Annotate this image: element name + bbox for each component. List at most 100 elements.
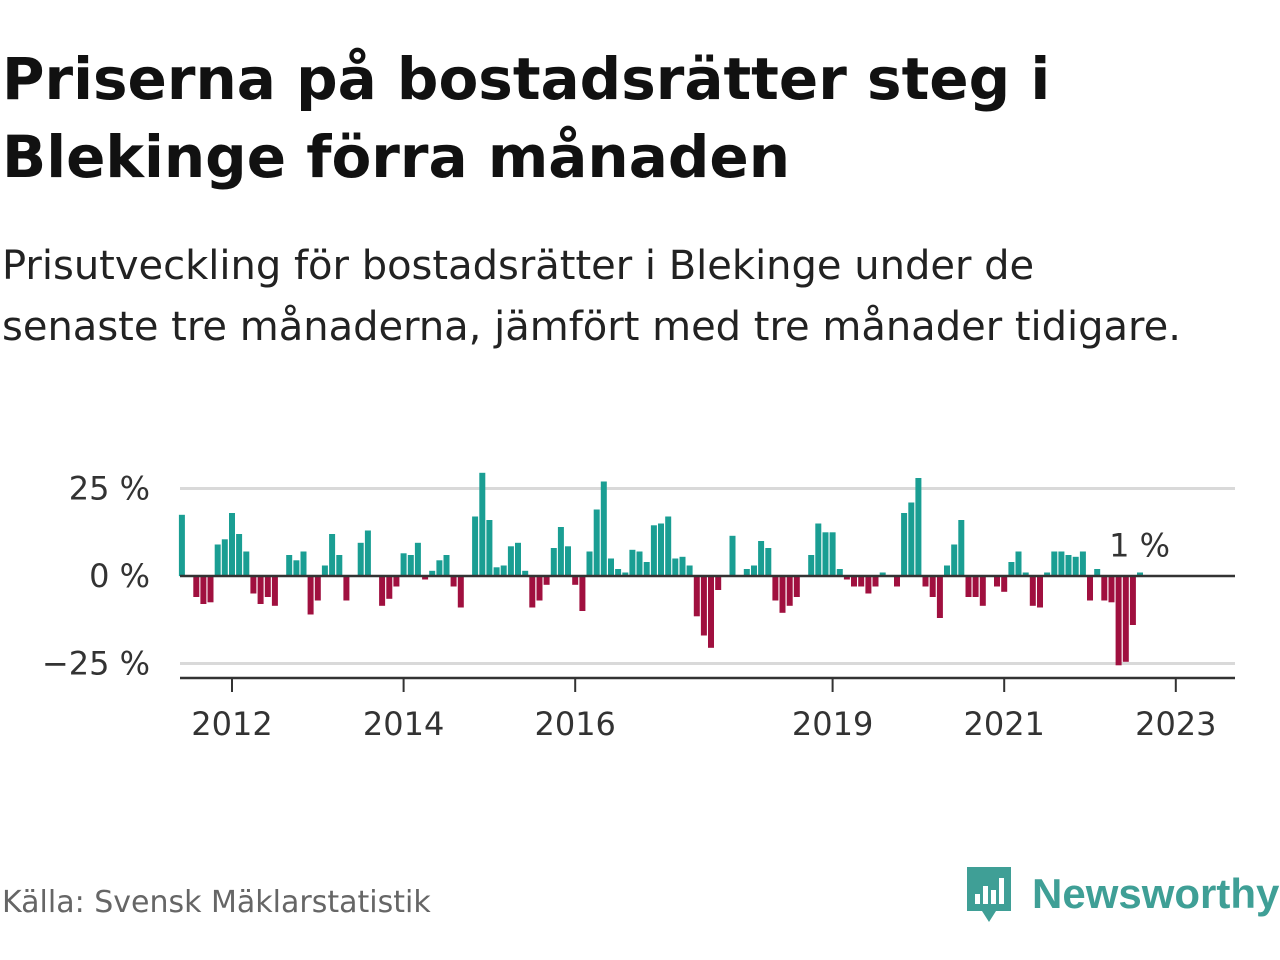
bar: [829, 532, 836, 577]
bar: [1087, 576, 1093, 601]
bar: [944, 565, 950, 576]
bar: [851, 576, 857, 587]
bar: [393, 576, 400, 587]
bar: [386, 576, 393, 599]
bar: [922, 576, 929, 587]
bar: [658, 523, 664, 576]
chart-title: Priserna på bostadsrätter steg i Bleking…: [2, 45, 1051, 191]
chart-subtitle: Prisutveckling för bostadsrätter i Bleki…: [2, 243, 1181, 350]
bar: [965, 576, 972, 597]
brand-name: Newsworthy: [1032, 870, 1280, 917]
bar: [1008, 562, 1015, 576]
bar: [450, 576, 457, 587]
bar: [772, 576, 779, 601]
bar: [936, 576, 943, 618]
bar: [586, 551, 593, 576]
bar: [557, 527, 564, 576]
bar: [751, 565, 757, 576]
bar: [629, 549, 636, 577]
x-tick-label: 2023: [1135, 705, 1216, 743]
bar: [608, 558, 614, 576]
bar: [1065, 555, 1072, 576]
bar: [708, 576, 714, 648]
bar: [364, 530, 371, 576]
bar: [622, 572, 629, 576]
bar: [836, 569, 843, 576]
bar: [486, 520, 493, 576]
bar: [271, 576, 278, 606]
x-tick-label: 2019: [792, 705, 873, 743]
bar: [565, 546, 571, 577]
bar: [221, 539, 228, 577]
bar: [343, 576, 350, 601]
bar: [894, 576, 900, 587]
bar: [200, 576, 207, 604]
bar: [815, 523, 822, 576]
bar: [579, 576, 586, 611]
y-tick-label: −25 %: [42, 645, 150, 683]
bar: [329, 534, 336, 576]
bar: [1044, 572, 1051, 576]
bar: [293, 560, 300, 577]
bar: [536, 576, 543, 601]
bar: [543, 576, 550, 585]
bar: [1137, 572, 1143, 576]
bar: [686, 565, 693, 576]
bar: [336, 555, 343, 576]
bar: [457, 576, 464, 608]
bar: [979, 576, 986, 606]
bar: [1094, 569, 1101, 576]
bar: [779, 576, 786, 613]
bar: [1108, 576, 1115, 603]
bar: [636, 551, 643, 576]
bar: [1022, 572, 1029, 576]
bar: [650, 525, 657, 577]
bar: [929, 576, 936, 597]
bar: [672, 558, 679, 576]
bar: [679, 556, 686, 577]
x-tick-label: 2012: [191, 705, 272, 743]
bar: [786, 576, 793, 606]
bar: [250, 576, 257, 594]
bar: [178, 514, 185, 577]
bar: [1015, 551, 1022, 576]
bar: [994, 576, 1000, 587]
bar: [422, 576, 429, 580]
bar: [1115, 576, 1122, 666]
bar: [643, 562, 650, 576]
bar: [615, 569, 622, 576]
bar: [243, 551, 250, 576]
bar: [314, 576, 321, 601]
bar: [1058, 551, 1065, 576]
bar: [307, 576, 314, 615]
bar: [379, 576, 386, 606]
bar: [257, 576, 264, 604]
bar: [600, 481, 607, 576]
bar: [407, 555, 414, 576]
bar: [693, 576, 700, 617]
bar-chart: 25 % 0 % −25 % 2012 2014 2016 2019 2021 2023 1 %: [42, 470, 1235, 743]
bar: [915, 478, 922, 576]
bar: [1037, 576, 1043, 608]
bar: [908, 502, 915, 576]
last-value-label: 1 %: [1109, 526, 1170, 564]
newsworthy-brand[interactable]: Newsworthy: [964, 862, 1279, 926]
bar: [522, 570, 529, 577]
bar: [758, 541, 765, 576]
bar: [229, 513, 235, 576]
bar: [550, 548, 557, 576]
x-tick-label: 2014: [363, 705, 444, 743]
bar: [743, 569, 750, 576]
bar: [414, 542, 421, 577]
newsworthy-logo-icon: [967, 867, 1011, 922]
y-tick-label: 25 %: [69, 470, 150, 508]
y-tick-label: 0 %: [89, 557, 150, 595]
bar: [286, 555, 293, 576]
source-note: Källa: Svensk Mäklarstatistik: [2, 885, 431, 920]
bar: [357, 542, 364, 577]
bar: [793, 576, 800, 597]
bar: [1101, 576, 1108, 601]
bar: [321, 565, 328, 576]
bar: [1122, 576, 1129, 662]
bar: [443, 555, 450, 576]
